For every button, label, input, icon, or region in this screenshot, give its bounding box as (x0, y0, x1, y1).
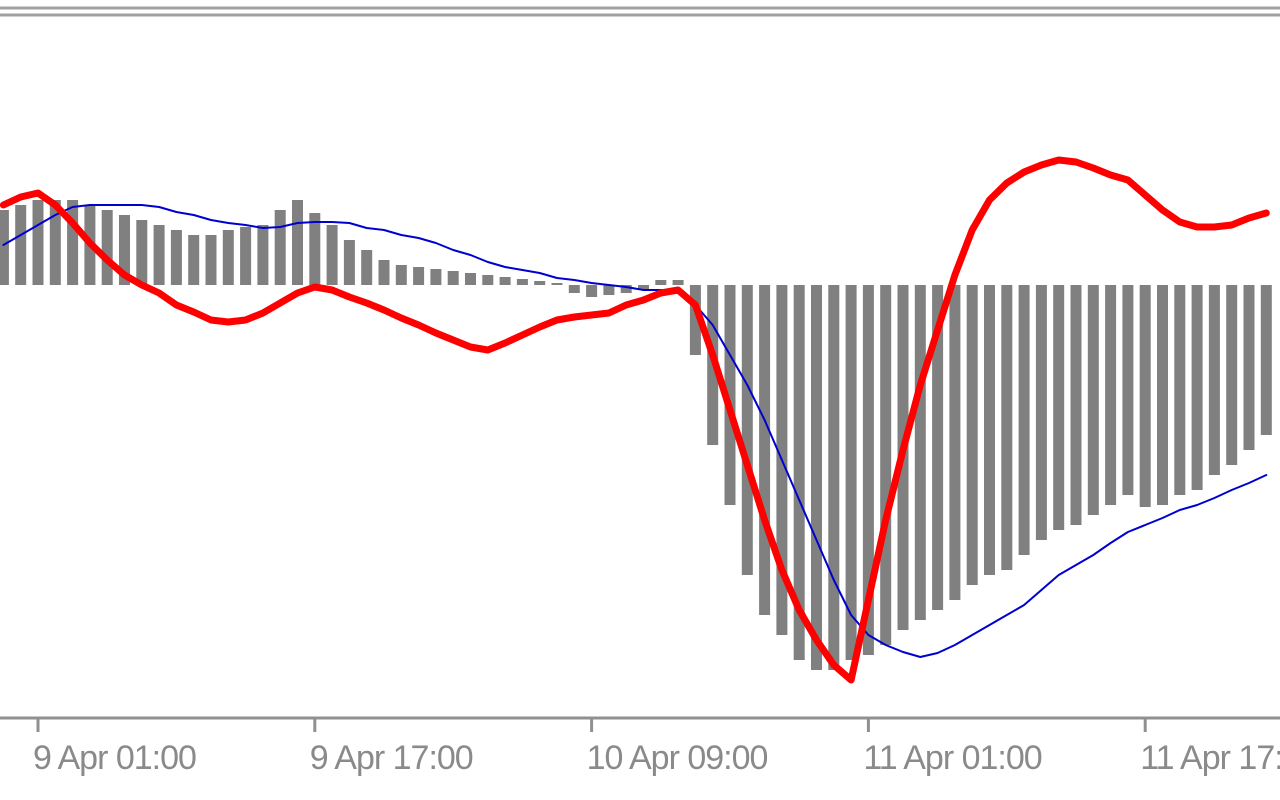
histogram-bar (741, 285, 753, 575)
histogram-bar (759, 285, 771, 615)
histogram-bar (15, 205, 27, 285)
histogram-bar (1174, 285, 1186, 495)
x-tick-label: 11 Apr 17:00 (1140, 739, 1280, 777)
histogram-bar (1122, 285, 1134, 495)
histogram-bar (1260, 285, 1272, 435)
histogram-bar (292, 200, 303, 285)
histogram-bar (828, 285, 840, 670)
histogram-bar (222, 230, 234, 285)
histogram-bar (534, 281, 546, 285)
histogram-bar (862, 285, 874, 655)
histogram-bar (949, 285, 961, 600)
histogram-bar (966, 285, 978, 585)
histogram-bar (361, 250, 373, 285)
histogram-bar (793, 285, 805, 660)
histogram-bar (326, 225, 338, 285)
histogram-bar (586, 285, 598, 297)
histogram-bar (516, 279, 528, 285)
histogram-bar (343, 240, 355, 285)
histogram-bar (880, 285, 892, 645)
histogram-bar (395, 265, 407, 285)
histogram-bar (811, 285, 822, 670)
histogram-bar (430, 269, 442, 285)
histogram-bar (188, 235, 200, 285)
histogram-bar (638, 285, 649, 290)
histogram-bar (274, 210, 286, 285)
histogram-bar (984, 285, 995, 575)
histogram-bar (1035, 285, 1047, 540)
x-tick-label: 9 Apr 17:00 (310, 739, 473, 777)
histogram-bar (551, 283, 563, 285)
histogram-bar (1001, 285, 1013, 570)
histogram-bar (1105, 285, 1117, 505)
histogram-bar (119, 215, 130, 285)
histogram-bar (101, 210, 113, 285)
histogram-bar (447, 271, 459, 285)
histogram-bar (32, 200, 44, 285)
histogram-bar (170, 230, 182, 285)
histogram-bar (1018, 285, 1030, 555)
histogram-bar (465, 273, 476, 285)
histogram-bar (932, 285, 944, 610)
histogram-bar (620, 285, 632, 293)
histogram-bar (0, 210, 9, 285)
histogram-bar (1191, 285, 1203, 490)
histogram-bar (689, 285, 701, 355)
histogram-bar (67, 200, 79, 285)
histogram-bar (1226, 285, 1238, 465)
line-series (2, 204, 1268, 658)
histogram-bar (1243, 285, 1255, 450)
histogram-bar (568, 285, 580, 293)
histogram-bar (378, 260, 390, 285)
histogram-bar (1053, 285, 1065, 530)
histogram-bar (482, 275, 494, 285)
x-tick-label: 10 Apr 09:00 (587, 739, 768, 777)
histogram-bar (914, 285, 926, 620)
x-tick-label: 11 Apr 01:00 (863, 739, 1041, 777)
histogram-bar (153, 225, 165, 285)
histogram-bar (1208, 285, 1220, 475)
histogram-bar (136, 220, 148, 285)
histogram-bar (1139, 285, 1151, 507)
histogram-bar (845, 285, 857, 660)
histogram-bar (205, 235, 217, 285)
histogram-bar (309, 213, 321, 285)
histogram-bar (672, 280, 684, 285)
histogram-bar (1070, 285, 1082, 525)
histogram-bar (49, 200, 61, 285)
histogram-bar (1157, 285, 1168, 505)
histogram-bar (413, 267, 425, 285)
histogram-bar (603, 285, 615, 295)
histogram-bar (1087, 285, 1099, 515)
histogram-bar (655, 280, 667, 285)
x-tick-label: 9 Apr 01:00 (33, 739, 196, 777)
histogram-bar (499, 277, 511, 285)
line-series (0, 156, 1270, 684)
histogram-bar (240, 227, 252, 285)
histogram-bar (724, 285, 736, 505)
histogram-bar (257, 225, 269, 285)
